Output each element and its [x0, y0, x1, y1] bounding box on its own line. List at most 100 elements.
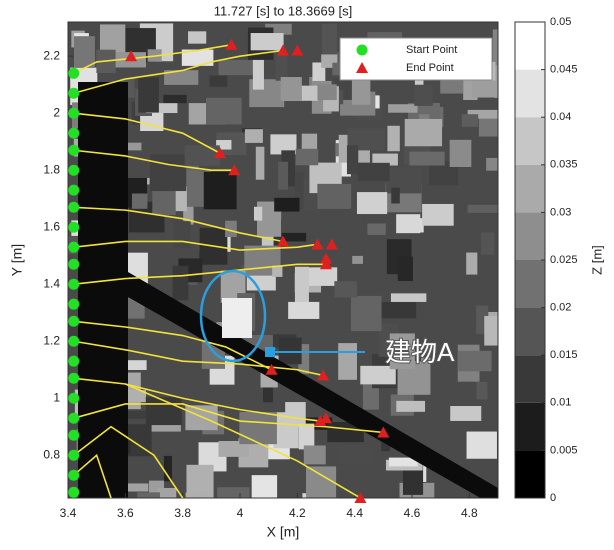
terrain-block — [458, 351, 492, 371]
colorbar-tick-label: 0.045 — [550, 64, 578, 76]
y-axis-label: Y [m] — [9, 244, 25, 276]
terrain-block — [388, 104, 417, 112]
start-point — [68, 259, 79, 270]
terrain-block — [352, 256, 363, 264]
x-tick-label: 4.8 — [461, 506, 478, 520]
terrain-block — [296, 149, 319, 165]
start-point — [68, 299, 79, 310]
terrain-block — [317, 84, 336, 100]
terrain-block — [204, 172, 237, 210]
terrain-block — [279, 338, 302, 365]
start-point — [68, 373, 79, 384]
terrain-block — [398, 257, 413, 281]
terrain-block — [405, 119, 442, 146]
terrain-block — [239, 412, 277, 444]
terrain-block — [396, 214, 420, 233]
terrain-block — [379, 302, 416, 318]
terrain-block — [174, 221, 191, 248]
x-tick-label: 4.4 — [346, 506, 363, 520]
colorbar-band — [515, 450, 545, 498]
colorbar-tick-label: 0.04 — [550, 111, 571, 123]
terrain-building — [222, 298, 252, 338]
annotation-marker — [265, 347, 275, 357]
colorbar-band — [515, 260, 545, 308]
terrain-block — [245, 129, 263, 143]
start-point — [68, 279, 79, 290]
terrain-block — [493, 29, 515, 65]
terrain-block — [367, 223, 385, 234]
terrain-block — [462, 114, 478, 127]
page: {"chart_data": {"type": "scatter", "titl… — [0, 0, 614, 550]
terrain-block — [414, 85, 433, 106]
terrain-block — [486, 158, 497, 171]
terrain-block — [74, 36, 95, 68]
start-point — [68, 316, 79, 327]
x-tick-label: 4 — [237, 506, 244, 520]
colorbar-label: Z [m] — [589, 245, 604, 275]
terrain-block — [251, 33, 284, 50]
start-point — [68, 242, 79, 253]
terrain-block — [256, 147, 265, 180]
terrain-block — [172, 266, 188, 300]
x-tick-label: 4.2 — [289, 506, 306, 520]
colorbar-tick-label: 0.01 — [550, 397, 571, 409]
colorbar-band — [515, 403, 545, 451]
terrain-block — [357, 192, 387, 214]
colorbar-band — [515, 22, 545, 70]
terrain-block — [163, 95, 186, 103]
terrain-block — [254, 207, 262, 221]
colorbar-tick-label: 0.015 — [550, 349, 578, 361]
terrain-block — [391, 293, 426, 302]
y-tick-label: 1.2 — [43, 333, 60, 347]
x-tick-label: 3.8 — [174, 506, 191, 520]
colorbar-tick-label: 0.02 — [550, 302, 571, 314]
terrain-block — [306, 267, 337, 286]
y-tick-label: 2 — [53, 105, 60, 119]
terrain-block — [484, 316, 506, 346]
start-point — [68, 450, 79, 461]
start-point — [68, 336, 79, 347]
start-point — [68, 222, 79, 233]
terrain-block — [422, 204, 454, 226]
start-point — [68, 430, 79, 441]
start-point — [68, 165, 79, 176]
start-point — [68, 393, 79, 404]
terrain-block — [358, 163, 390, 181]
colorbar-tick-label: 0.03 — [550, 206, 571, 218]
colorbar-tick-label: 0 — [550, 492, 556, 504]
start-point — [68, 108, 79, 119]
terrain-block — [317, 184, 351, 209]
terrain-block — [450, 406, 481, 421]
y-tick-label: 1.4 — [43, 276, 60, 290]
start-point — [68, 470, 79, 481]
y-tick-label: 1 — [53, 390, 60, 404]
terrain-block — [409, 152, 444, 166]
terrain-block — [387, 126, 399, 151]
terrain-block — [217, 487, 249, 513]
colorbar-tick-label: 0.025 — [550, 254, 578, 266]
terrain-block — [391, 188, 400, 204]
y-tick-label: 1.8 — [43, 162, 60, 176]
colorbar-band — [515, 355, 545, 403]
terrain-map — [68, 22, 519, 530]
colorbar-band — [515, 212, 545, 260]
chart: 3.43.63.844.24.44.64.80.811.21.41.61.822… — [0, 0, 614, 545]
terrain-block — [185, 145, 220, 165]
terrain-block — [450, 140, 472, 167]
start-point — [68, 128, 79, 139]
x-tick-label: 3.6 — [117, 506, 134, 520]
colorbar-band — [515, 165, 545, 213]
y-tick-label: 0.8 — [43, 447, 60, 461]
terrain-block — [466, 253, 477, 275]
terrain-block — [206, 98, 242, 125]
start-point — [68, 68, 79, 79]
terrain-block — [138, 77, 159, 112]
terrain-block — [278, 162, 288, 190]
terrain-road — [78, 82, 128, 498]
terrain-block — [338, 444, 374, 463]
terrain-block — [467, 432, 497, 459]
annotation-text: 建物A — [385, 337, 455, 367]
legend-label: Start Point — [406, 44, 457, 56]
x-axis-label: X [m] — [267, 524, 300, 540]
start-point — [68, 202, 79, 213]
